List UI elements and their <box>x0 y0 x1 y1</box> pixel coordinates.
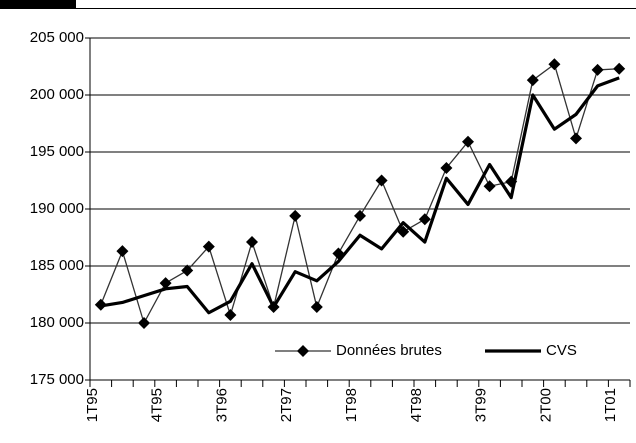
data-point <box>181 264 194 277</box>
series-line <box>100 63 620 324</box>
y-tick-label: 195 000 <box>30 143 84 160</box>
x-tick-label: 4T98 <box>408 388 425 422</box>
x-tick-label: 2T00 <box>537 388 554 422</box>
y-tick-label: 200 000 <box>30 86 84 103</box>
x-tick-label: 1T95 <box>84 388 101 422</box>
data-point <box>526 74 539 87</box>
data-point <box>462 135 474 148</box>
data-point <box>289 209 302 222</box>
y-tick-label: 190 000 <box>30 200 84 217</box>
series-line <box>100 76 620 315</box>
data-point <box>375 174 388 187</box>
data-point <box>591 63 604 76</box>
data-point <box>354 209 366 222</box>
data-point <box>310 301 323 314</box>
data-point <box>418 213 431 226</box>
y-tick-label: 175 000 <box>30 371 84 388</box>
data-point <box>202 240 215 253</box>
data-point <box>138 317 150 329</box>
y-tick-label: 180 000 <box>30 314 84 331</box>
data-point <box>246 236 258 249</box>
data-point <box>224 309 237 322</box>
legend-label: Données brutes <box>336 342 442 359</box>
legend-label: CVS <box>546 342 577 359</box>
data-point <box>570 132 582 145</box>
data-point <box>116 245 129 258</box>
data-point <box>159 277 172 290</box>
data-point <box>440 161 453 174</box>
header-block <box>0 0 76 9</box>
x-tick-label: 3T96 <box>213 388 230 422</box>
x-tick-label: 4T95 <box>149 388 166 422</box>
data-point <box>483 180 496 193</box>
data-point <box>548 58 561 71</box>
x-tick-label: 1T01 <box>602 388 619 422</box>
x-tick-label: 1T98 <box>343 388 360 422</box>
legend-marker <box>297 345 309 357</box>
y-tick-label: 205 000 <box>30 29 84 46</box>
x-tick-label: 3T99 <box>473 388 490 422</box>
data-point <box>613 62 626 75</box>
x-tick-label: 2T97 <box>278 388 295 422</box>
y-tick-label: 185 000 <box>30 257 84 274</box>
